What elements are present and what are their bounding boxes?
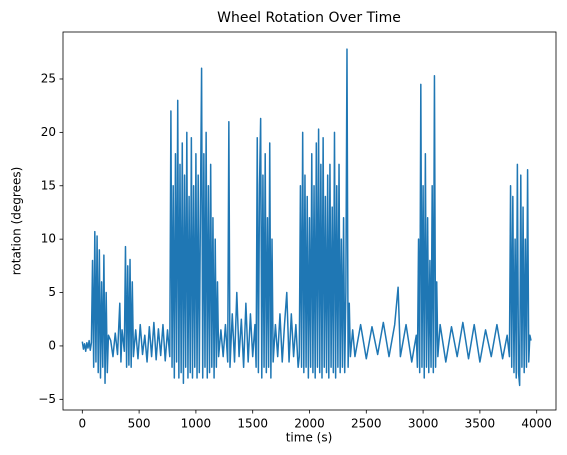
y-tick-label: 15: [41, 178, 56, 192]
plot-frame: [62, 31, 557, 411]
x-tick-label: 3500: [465, 417, 496, 431]
x-tick-label: 2000: [294, 417, 325, 431]
x-axis-label: time (s): [286, 431, 333, 445]
y-tick-label: 20: [41, 125, 56, 139]
y-axis-label: rotation (degrees): [10, 167, 24, 276]
x-tick-label: 3000: [408, 417, 439, 431]
x-tick-label: 4000: [521, 417, 552, 431]
y-tick-label: 25: [41, 71, 56, 85]
x-tick-label: 500: [128, 417, 151, 431]
x-tick-label: 2500: [351, 417, 382, 431]
x-tick-label: 1000: [181, 417, 212, 431]
y-tick-label: 0: [48, 338, 56, 352]
y-tick-label: 10: [41, 232, 56, 246]
y-tick-label: −5: [38, 392, 56, 406]
x-tick-label: 0: [78, 417, 86, 431]
chart-title: Wheel Rotation Over Time: [217, 10, 401, 26]
x-tick-label: 1500: [237, 417, 268, 431]
y-tick-label: 5: [48, 285, 56, 299]
data-line: [81, 48, 532, 387]
